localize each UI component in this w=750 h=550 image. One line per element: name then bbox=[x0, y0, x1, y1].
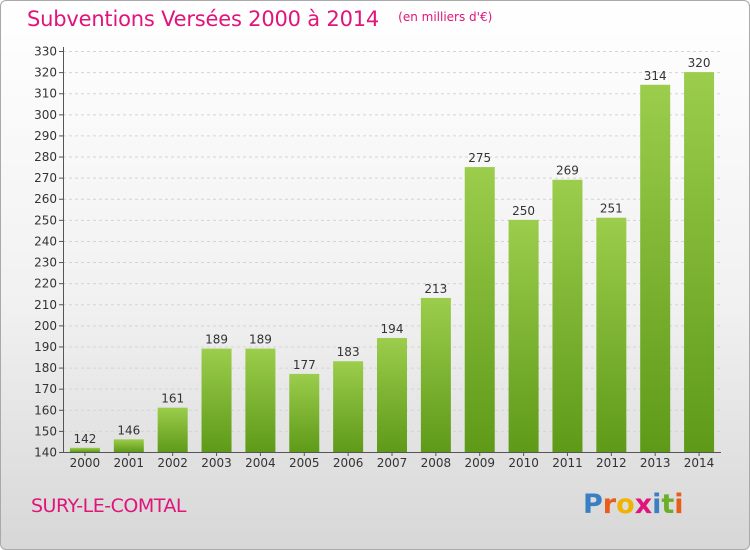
x-tick-label: 2010 bbox=[508, 456, 539, 470]
bar bbox=[508, 219, 539, 452]
x-tick-label: 2005 bbox=[289, 456, 320, 470]
bar-value-label: 189 bbox=[249, 333, 272, 347]
x-tick-label: 2000 bbox=[70, 456, 101, 470]
x-tick-label: 2002 bbox=[157, 456, 188, 470]
title-row: Subventions Versées 2000 à 2014 (en mill… bbox=[27, 7, 492, 31]
bar-value-label: 142 bbox=[73, 432, 96, 446]
bar bbox=[377, 338, 407, 452]
bar-value-label: 161 bbox=[161, 392, 184, 406]
x-tick-label: 2011 bbox=[552, 456, 583, 470]
logo-letter: i bbox=[652, 489, 662, 520]
bar bbox=[684, 72, 715, 453]
y-tick-label: 240 bbox=[34, 234, 57, 248]
y-tick-label: 230 bbox=[34, 256, 57, 270]
x-tick-label: 2009 bbox=[464, 456, 495, 470]
x-tick-label: 2014 bbox=[684, 456, 715, 470]
y-tick-label: 280 bbox=[34, 150, 57, 164]
x-tick-label: 2012 bbox=[596, 456, 627, 470]
y-tick-label: 250 bbox=[34, 213, 57, 227]
y-tick-label: 310 bbox=[34, 87, 57, 101]
y-tick-label: 170 bbox=[34, 382, 57, 396]
bar-value-label: 189 bbox=[205, 333, 228, 347]
y-tick-label: 330 bbox=[34, 45, 57, 59]
y-tick-label: 220 bbox=[34, 277, 57, 291]
bar bbox=[245, 348, 276, 452]
logo-letter: t bbox=[661, 489, 675, 520]
y-tick-label: 200 bbox=[34, 319, 57, 333]
bar bbox=[333, 361, 364, 452]
bar-value-label: 275 bbox=[468, 151, 491, 165]
bar-value-label: 250 bbox=[512, 204, 535, 218]
chart-title: Subventions Versées 2000 à 2014 bbox=[27, 7, 380, 31]
y-tick-label: 320 bbox=[34, 66, 57, 80]
x-tick-label: 2013 bbox=[640, 456, 671, 470]
y-tick-label: 260 bbox=[34, 192, 57, 206]
bar-value-label: 269 bbox=[556, 164, 579, 178]
bar-value-label: 177 bbox=[293, 358, 316, 372]
chart-unit: (en milliers d'€) bbox=[398, 10, 493, 24]
logo-letter: o bbox=[616, 489, 635, 520]
bar-value-label: 213 bbox=[424, 282, 447, 296]
bar-value-label: 251 bbox=[600, 202, 623, 216]
bar-value-label: 320 bbox=[688, 56, 711, 70]
y-tick-label: 140 bbox=[34, 446, 57, 460]
bar-value-label: 314 bbox=[644, 69, 667, 83]
x-tick-label: 2004 bbox=[245, 456, 276, 470]
bar bbox=[420, 297, 451, 452]
logo-letter: i bbox=[674, 489, 684, 520]
logo-letter: P bbox=[583, 489, 603, 520]
logo-letter: r bbox=[602, 489, 617, 520]
proxiti-logo: Proxiti bbox=[583, 489, 684, 520]
y-tick-label: 210 bbox=[34, 298, 57, 312]
bar bbox=[69, 447, 100, 452]
bar bbox=[113, 439, 144, 452]
y-tick-label: 270 bbox=[34, 171, 57, 185]
y-tick-label: 160 bbox=[34, 403, 57, 417]
logo-letter: x bbox=[634, 489, 653, 520]
commune-name: SURY-LE-COMTAL bbox=[31, 495, 186, 517]
bar bbox=[464, 167, 495, 452]
bar-value-label: 183 bbox=[337, 345, 360, 359]
bar bbox=[552, 179, 583, 452]
y-tick-label: 180 bbox=[34, 361, 57, 375]
x-tick-label: 2001 bbox=[114, 456, 145, 470]
bar bbox=[157, 407, 188, 452]
y-tick-label: 150 bbox=[34, 424, 57, 438]
bar-value-label: 194 bbox=[381, 322, 404, 336]
bar-value-label: 146 bbox=[117, 423, 140, 437]
y-tick-label: 190 bbox=[34, 340, 57, 354]
x-tick-label: 2006 bbox=[333, 456, 364, 470]
bar bbox=[596, 217, 627, 452]
x-tick-label: 2008 bbox=[421, 456, 452, 470]
x-tick-label: 2007 bbox=[377, 456, 408, 470]
y-tick-label: 290 bbox=[34, 129, 57, 143]
bar bbox=[201, 348, 232, 452]
x-tick-label: 2003 bbox=[201, 456, 232, 470]
bar bbox=[289, 373, 320, 452]
bar bbox=[640, 84, 671, 452]
y-tick-label: 300 bbox=[34, 108, 57, 122]
